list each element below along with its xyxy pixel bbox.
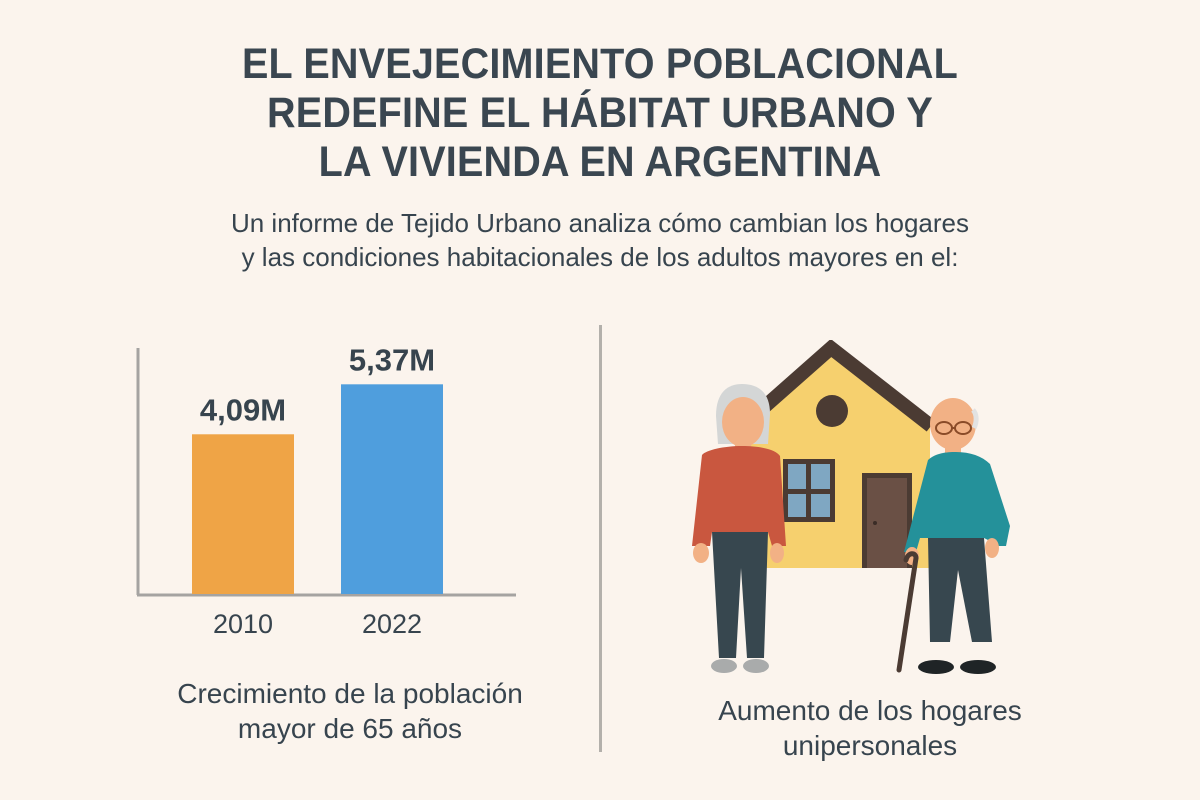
chart-caption-line-2: mayor de 65 años (237, 713, 463, 744)
man-head (930, 398, 976, 450)
title-line-1: EL ENVEJECIMIENTO POBLACIONAL (241, 40, 959, 88)
x-tick-label-2010: 2010 (213, 609, 273, 639)
elderly-woman-figure (692, 384, 786, 673)
population-bar-chart: 4,09M 5,37M 2010 2022 (136, 342, 516, 639)
woman-shoe-left (711, 659, 737, 673)
chart-caption-line-1: Crecimiento de la población (177, 678, 523, 709)
illustration-caption-line-1: Aumento de los hogares (718, 695, 1022, 726)
title-line-3: LA VIVIENDA EN ARGENTINA (318, 138, 882, 186)
window-icon (783, 459, 835, 522)
title-line-2: REDEFINE EL HÁBITAT URBANO Y (267, 89, 933, 137)
value-labels-group: 4,09M 5,37M (200, 342, 435, 427)
bar-2010 (192, 434, 294, 594)
house-roof (749, 340, 936, 432)
illustration-caption: Aumento de los hogares unipersonales (620, 693, 1120, 763)
value-label-2022: 5,37M (349, 342, 435, 377)
chart-caption: Crecimiento de la población mayor de 65 … (100, 676, 600, 746)
bar-2022 (341, 384, 443, 594)
subtitle: Un informe de Tejido Urbano analiza cómo… (0, 206, 1200, 274)
woman-pants (712, 532, 768, 658)
section-divider (599, 325, 602, 752)
bars-group (192, 384, 443, 594)
elderly-man-figure (896, 398, 1010, 674)
illustration-caption-line-2: unipersonales (782, 730, 958, 761)
house-icon (749, 340, 936, 568)
man-pants (928, 538, 992, 642)
elderly-couple-house-illustration (692, 340, 1010, 674)
subtitle-line-2: y las condiciones habitacionales de los … (241, 242, 959, 272)
glasses-icon (935, 421, 972, 435)
man-sweater (904, 452, 1010, 552)
page-title: EL ENVEJECIMIENTO POBLACIONAL REDEFINE E… (48, 40, 1152, 187)
walking-cane (896, 551, 919, 673)
value-label-2010: 4,09M (200, 392, 286, 427)
subtitle-line-1: Un informe de Tejido Urbano analiza cómo… (230, 208, 970, 238)
tick-labels-group: 2010 2022 (213, 609, 422, 639)
man-shoe-right (960, 660, 996, 674)
man-shoe-left (918, 660, 954, 674)
attic-window (816, 395, 848, 427)
x-tick-label-2022: 2022 (362, 609, 422, 639)
door-icon (862, 473, 912, 568)
woman-shoe-right (743, 659, 769, 673)
woman-sweater (692, 446, 786, 546)
